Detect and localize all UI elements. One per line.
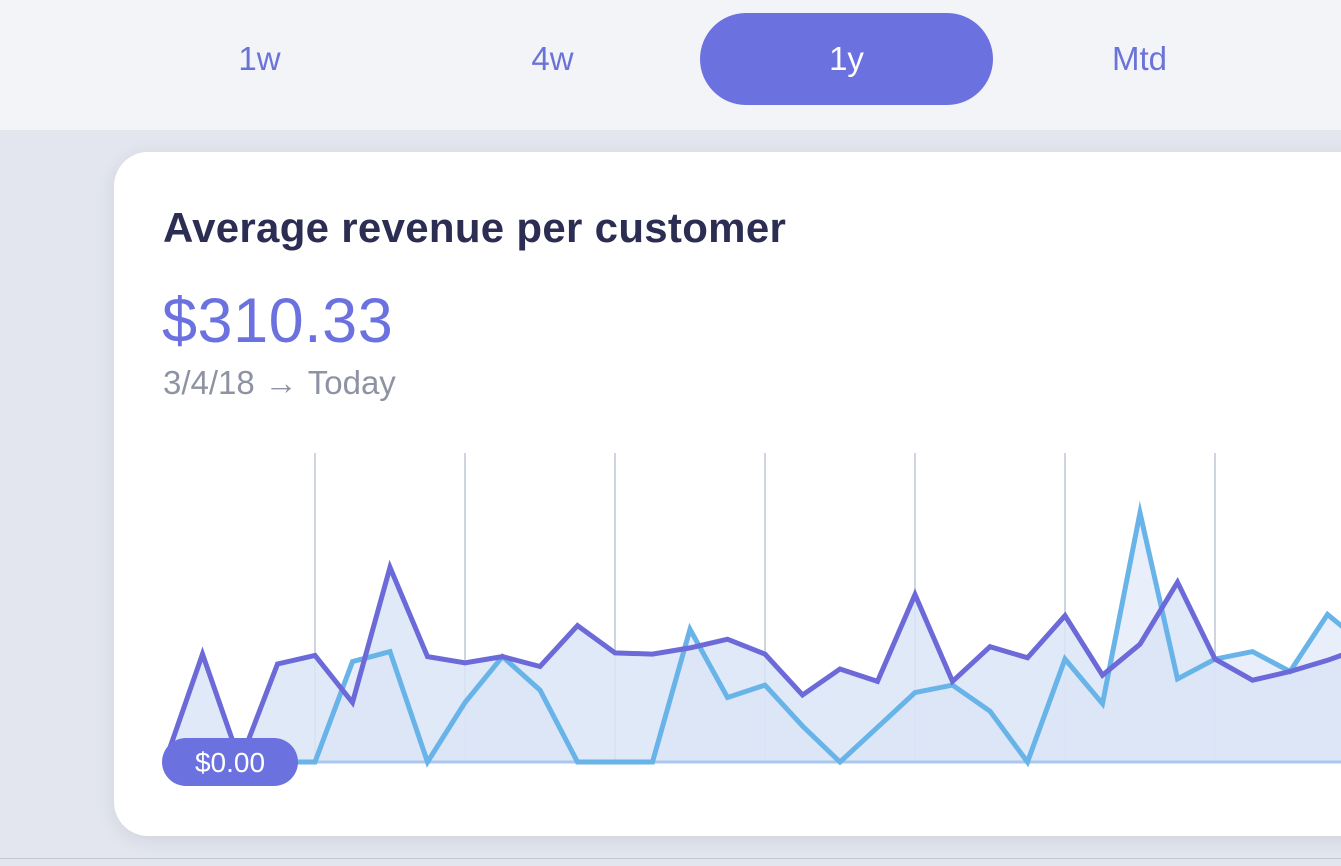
series-area	[165, 512, 1341, 762]
revenue-card: Average revenue per customer $310.33 3/4…	[114, 152, 1341, 836]
date-end: Today	[307, 364, 396, 401]
tab-mtd[interactable]: Mtd	[993, 13, 1286, 105]
baseline-label-badge	[162, 738, 298, 786]
date-range: 3/4/18 → Today	[163, 364, 396, 402]
revenue-chart: $0.00	[162, 453, 1341, 786]
arrow-right-icon: →	[264, 364, 298, 401]
metric-value: $310.33	[162, 286, 394, 356]
series-line	[165, 500, 1341, 768]
tab-4w[interactable]: 4w	[406, 13, 699, 105]
bottom-divider	[0, 858, 1341, 859]
period-tabs: 1w 4w 1y Mtd	[0, 0, 1341, 130]
date-start: 3/4/18	[163, 364, 255, 401]
series-line	[162, 559, 1341, 770]
tab-1w[interactable]: 1w	[113, 13, 406, 105]
tab-1y[interactable]: 1y	[700, 13, 993, 105]
baseline-label: $0.00	[162, 738, 298, 786]
baseline-label-text: $0.00	[195, 747, 265, 778]
card-title: Average revenue per customer	[163, 204, 787, 251]
